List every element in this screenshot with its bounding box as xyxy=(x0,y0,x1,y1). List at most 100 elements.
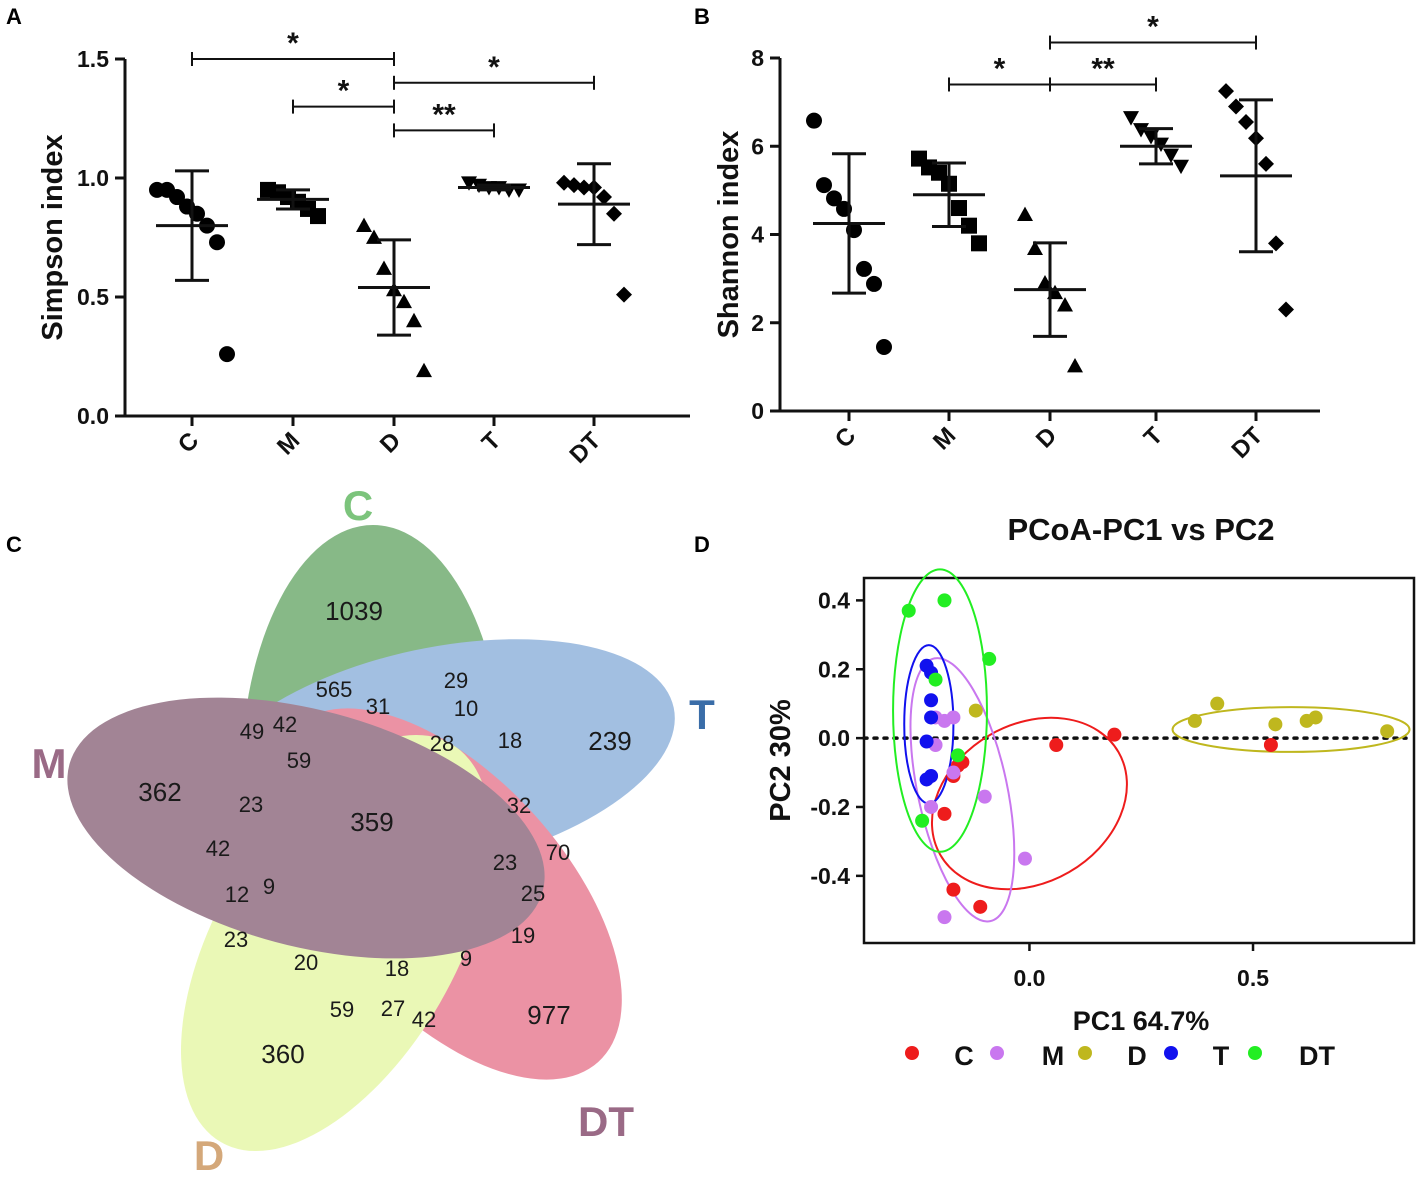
venn-count: 29 xyxy=(444,668,468,693)
legend-marker-M xyxy=(990,1046,1004,1060)
data-point xyxy=(1163,148,1179,164)
data-point xyxy=(1268,235,1284,252)
x-tick-label: D xyxy=(375,427,406,458)
venn-set-label-DT: DT xyxy=(578,1098,634,1145)
scatter-point-T xyxy=(919,772,934,787)
scatter-point-C xyxy=(946,882,961,897)
venn-count: 49 xyxy=(240,719,264,744)
venn-set-label-T: T xyxy=(689,691,715,738)
venn-count: 239 xyxy=(588,726,631,756)
y-tick-label: 0.4 xyxy=(818,587,850,613)
scatter-point-DT xyxy=(928,672,943,687)
venn-count: 362 xyxy=(138,777,181,807)
venn-count: 25 xyxy=(521,881,545,906)
y-tick-label: 0.0 xyxy=(818,725,850,751)
scatter-point-DT xyxy=(901,603,916,618)
venn-count: 18 xyxy=(498,728,522,753)
legend-marker-T xyxy=(1164,1046,1178,1060)
data-point xyxy=(961,217,977,234)
significance-label: * xyxy=(287,27,299,60)
venn-count: 32 xyxy=(507,793,531,818)
data-point xyxy=(396,293,412,309)
venn-count: 977 xyxy=(527,1000,570,1030)
y-tick-label: 4 xyxy=(751,222,764,248)
data-point xyxy=(616,286,632,303)
venn-count: 360 xyxy=(261,1039,304,1069)
scatter-point-C xyxy=(1107,727,1122,742)
venn-count: 42 xyxy=(206,836,230,861)
x-tick-label: C xyxy=(830,422,861,453)
x-tick-label: M xyxy=(928,422,961,455)
data-point xyxy=(596,189,612,206)
y-axis-label: Simpson index xyxy=(37,134,69,340)
significance-label: ** xyxy=(432,98,456,131)
venn-count: 9 xyxy=(263,874,275,899)
data-point xyxy=(1027,240,1043,256)
data-point xyxy=(876,339,892,356)
x-axis-label: PC1 64.7% xyxy=(1073,1006,1210,1036)
venn-count: 42 xyxy=(273,712,297,737)
significance-label: * xyxy=(1147,11,1159,44)
venn-set-label-D: D xyxy=(194,1132,224,1177)
confidence-ellipse-D xyxy=(1171,706,1411,753)
scatter-point-DT xyxy=(982,651,997,666)
data-point xyxy=(310,208,326,225)
y-axis-label: PC2 30% xyxy=(765,699,797,822)
y-tick-label: -0.4 xyxy=(810,863,850,889)
chart-title: PCoA-PC1 vs PC2 xyxy=(1007,512,1274,547)
scatter-point-C xyxy=(1263,738,1278,753)
data-point xyxy=(356,217,372,232)
panel-label-b: B xyxy=(694,4,710,29)
scatter-point-C xyxy=(1049,738,1064,753)
significance-label: * xyxy=(338,75,350,108)
legend-marker-DT xyxy=(1248,1046,1262,1060)
confidence-ellipse-C xyxy=(930,716,1128,891)
y-axis-label: Shannon index xyxy=(713,131,745,339)
data-point xyxy=(1228,98,1244,115)
panel-label-a: A xyxy=(6,4,22,29)
data-point xyxy=(971,235,987,252)
x-tick-label: D xyxy=(1031,422,1062,453)
x-tick-label: DT xyxy=(565,427,607,469)
data-point xyxy=(816,177,832,194)
venn-count: 18 xyxy=(385,956,409,981)
y-tick-label: 0.2 xyxy=(818,656,850,682)
legend-label: T xyxy=(1213,1041,1230,1071)
data-point xyxy=(826,190,842,207)
legend-marker-C xyxy=(905,1046,919,1060)
scatter-point-M xyxy=(946,710,961,725)
data-point xyxy=(1133,123,1149,138)
data-point xyxy=(1057,297,1073,312)
venn-count: 59 xyxy=(330,997,354,1022)
scatter-point-M xyxy=(924,799,939,814)
scatter-point-T xyxy=(924,710,939,725)
plot-frame xyxy=(862,576,1416,945)
venn-count: 20 xyxy=(294,950,318,975)
data-point xyxy=(1123,111,1139,126)
x-tick-label: C xyxy=(173,427,204,458)
legend-label: DT xyxy=(1299,1041,1335,1071)
data-point xyxy=(806,112,822,129)
data-point xyxy=(169,189,185,206)
venn-count: 23 xyxy=(224,927,248,952)
scatter-point-D xyxy=(1380,724,1395,739)
data-point xyxy=(1067,357,1083,373)
data-point xyxy=(951,200,967,217)
scatter-point-D xyxy=(1187,713,1202,728)
venn-count: 28 xyxy=(430,731,454,756)
venn-count: 10 xyxy=(454,696,478,721)
x-tick-label: 0.5 xyxy=(1237,965,1269,991)
legend-label: C xyxy=(954,1041,974,1071)
venn-count: 12 xyxy=(225,882,249,907)
x-tick-label: 0.0 xyxy=(1013,965,1045,991)
panel-label-d: D xyxy=(694,532,710,557)
data-point xyxy=(1173,159,1189,175)
venn-count: 9 xyxy=(460,946,472,971)
scatter-point-C xyxy=(937,806,952,821)
data-point xyxy=(606,205,622,222)
venn-set-M-ellipse xyxy=(67,697,545,959)
scatter-point-D xyxy=(968,703,983,718)
y-tick-label: 0 xyxy=(751,398,764,424)
